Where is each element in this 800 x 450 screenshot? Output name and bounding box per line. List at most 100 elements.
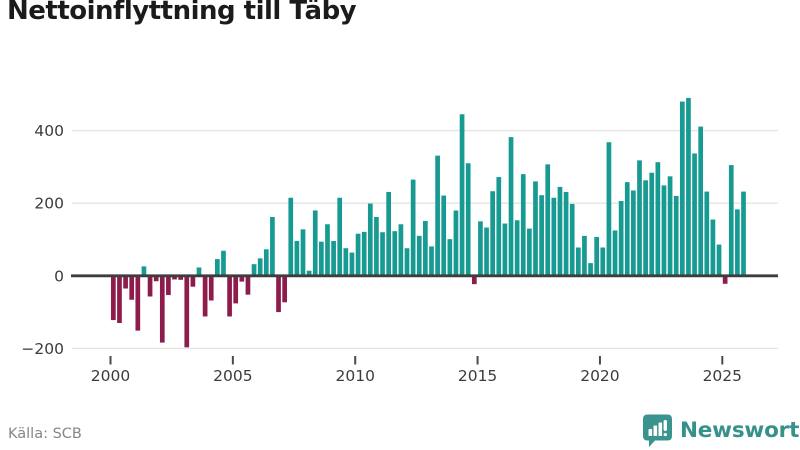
bar-2010Q3	[367, 203, 373, 276]
bar-2006Q1	[257, 258, 263, 276]
bar-2007Q2	[288, 197, 294, 276]
y-axis-label-200: 200	[34, 195, 64, 213]
bar-2002Q2	[166, 275, 171, 296]
bar-2020Q2	[606, 142, 612, 276]
x-tick-2010	[354, 356, 357, 365]
bar-2015Q1	[478, 221, 483, 276]
bar-2021Q3	[637, 160, 642, 276]
source-label: Källa: SCB	[8, 426, 82, 442]
chart-title: Nettoinflyttning till Täby	[7, 0, 357, 26]
bar-2010Q2	[361, 231, 367, 276]
bar-2025Q1	[722, 275, 728, 284]
bar-2007Q1	[282, 275, 288, 303]
bar-2023Q1	[673, 195, 679, 276]
bar-2024Q3	[710, 219, 716, 276]
bar-2009Q2	[337, 197, 343, 276]
bar-2015Q2	[484, 227, 489, 276]
bar-2012Q4	[423, 220, 428, 276]
bar-2022Q4	[667, 176, 673, 276]
bar-2008Q3	[319, 241, 324, 276]
bar-2018Q3	[563, 191, 569, 276]
bar-2022Q1	[649, 172, 655, 276]
bar-2006Q3	[270, 216, 275, 276]
bar-2014Q4	[471, 275, 477, 285]
x-tick-2020	[598, 356, 601, 365]
bar-2016Q1	[502, 223, 508, 276]
bar-2022Q2	[655, 162, 661, 276]
bar-2008Q4	[325, 224, 330, 276]
bar-2008Q1	[306, 270, 312, 276]
x-axis-label-2000: 2000	[91, 367, 130, 385]
bar-2021Q1	[624, 182, 630, 276]
bar-2019Q1	[575, 247, 581, 276]
bar-2000Q1	[111, 275, 116, 321]
bar-2023Q2	[679, 101, 685, 276]
bar-2001Q3	[147, 275, 153, 297]
bar-2004Q1	[208, 275, 214, 301]
y-axis-label-400: 400	[34, 122, 64, 140]
bar-2000Q3	[123, 275, 128, 289]
bar-2005Q3	[245, 275, 251, 295]
bar-2005Q2	[239, 275, 245, 282]
bar-2020Q3	[612, 230, 618, 276]
bar-2002Q1	[159, 275, 165, 343]
bar-2021Q2	[631, 190, 636, 276]
bar-2016Q4	[520, 174, 526, 276]
x-tick-2005	[231, 356, 234, 365]
bar-2017Q3	[539, 195, 544, 276]
newsworthy-brand[interactable]: Newsworthy	[642, 411, 800, 449]
bar-2012Q1	[404, 248, 410, 276]
bar-2008Q2	[312, 210, 318, 276]
bar-2007Q3	[294, 240, 300, 276]
x-tick-2000	[109, 356, 112, 365]
bar-2024Q2	[704, 191, 710, 276]
x-axis-label-2015: 2015	[458, 367, 497, 385]
x-axis-label-2010: 2010	[335, 367, 374, 385]
x-axis-label-2025: 2025	[703, 367, 742, 385]
bar-2025Q3	[735, 209, 740, 276]
bar-2020Q1	[600, 247, 606, 276]
bar-2013Q3	[441, 195, 447, 276]
bar-2018Q4	[569, 203, 575, 276]
bar-2012Q2	[410, 179, 416, 276]
bar-2014Q3	[465, 163, 471, 276]
bar-2003Q4	[202, 275, 208, 317]
bar-2024Q1	[698, 126, 704, 276]
bar-2009Q4	[349, 252, 355, 276]
bar-2004Q4	[227, 275, 232, 317]
bar-2011Q2	[386, 191, 392, 276]
bar-2001Q2	[141, 266, 147, 276]
bar-2019Q4	[594, 236, 600, 276]
bar-2025Q2	[728, 165, 734, 276]
y-axis-label--200: −200	[21, 340, 64, 358]
bar-2003Q2	[190, 275, 196, 287]
bar-2011Q1	[380, 232, 385, 276]
y-axis-label-0: 0	[54, 267, 64, 285]
bar-2018Q2	[557, 186, 563, 276]
bar-2004Q2	[215, 259, 220, 276]
x-axis-label-2020: 2020	[580, 367, 619, 385]
bar-2011Q3	[392, 231, 398, 276]
x-tick-2025	[721, 356, 724, 365]
bar-2023Q4	[692, 153, 697, 276]
bar-2017Q4	[545, 164, 551, 276]
bar-2019Q2	[582, 235, 587, 276]
bar-2019Q3	[588, 263, 593, 276]
bar-2013Q4	[447, 239, 453, 276]
bar-2017Q2	[533, 181, 538, 276]
bar-2013Q1	[429, 246, 434, 276]
x-tick-2015	[476, 356, 479, 365]
bar-2015Q4	[496, 177, 502, 276]
bar-2002Q4	[178, 275, 183, 280]
bar-2014Q1	[453, 210, 459, 276]
x-axis-label-2005: 2005	[213, 367, 252, 385]
bar-2014Q2	[459, 114, 465, 276]
bar-2017Q1	[527, 228, 532, 276]
bar-2016Q2	[508, 137, 514, 276]
bar-2010Q1	[355, 233, 361, 276]
bar-2009Q1	[331, 240, 336, 276]
bar-2024Q4	[716, 244, 722, 276]
bar-2000Q2	[117, 275, 122, 323]
